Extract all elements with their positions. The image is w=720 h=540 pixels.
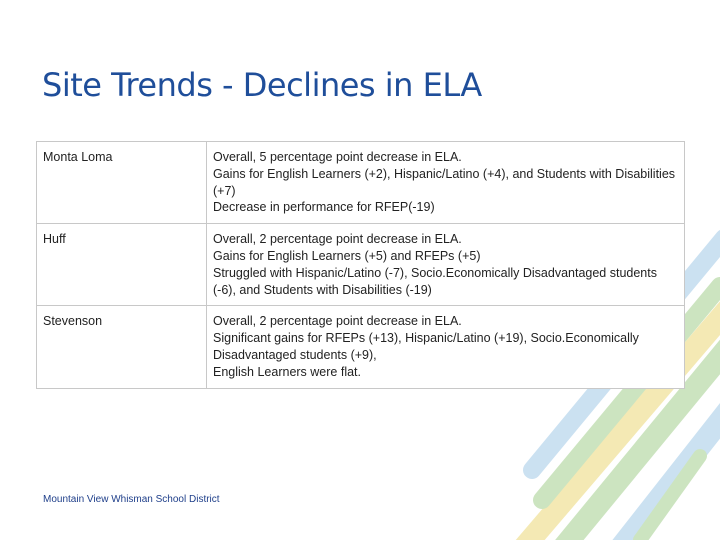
site-trends-table: Monta Loma Overall, 5 percentage point d… xyxy=(36,140,685,389)
detail-line: Struggled with Hispanic/Latino (-7), Soc… xyxy=(213,265,657,297)
district-footer: Mountain View Whisman School District xyxy=(43,494,220,505)
detail-line: Overall, 2 percentage point decrease in … xyxy=(213,232,462,247)
site-name-cell: Stevenson xyxy=(36,305,207,389)
table-row: Monta Loma Overall, 5 percentage point d… xyxy=(36,140,685,225)
site-detail-cell: Overall, 2 percentage point decrease in … xyxy=(206,223,685,307)
table-row: Huff Overall, 2 percentage point decreas… xyxy=(36,223,685,307)
detail-line: Gains for English Learners (+5) and RFEP… xyxy=(213,248,481,263)
page-title: Site Trends - Declines in ELA xyxy=(42,66,482,104)
table-row: Stevenson Overall, 2 percentage point de… xyxy=(36,305,685,389)
site-name-cell: Huff xyxy=(36,223,207,307)
detail-line: English Learners were flat. xyxy=(213,364,361,379)
detail-line: Overall, 2 percentage point decrease in … xyxy=(213,314,462,329)
detail-line: Decrease in performance for RFEP(-19) xyxy=(213,200,435,215)
detail-line: Gains for English Learners (+2), Hispani… xyxy=(213,166,676,198)
site-detail-cell: Overall, 2 percentage point decrease in … xyxy=(206,305,685,389)
detail-line: Overall, 5 percentage point decrease in … xyxy=(213,150,462,164)
site-detail-cell: Overall, 5 percentage point decrease in … xyxy=(206,140,685,225)
site-name-cell: Monta Loma xyxy=(36,140,207,225)
detail-line: Significant gains for RFEPs (+13), Hispa… xyxy=(213,331,639,362)
